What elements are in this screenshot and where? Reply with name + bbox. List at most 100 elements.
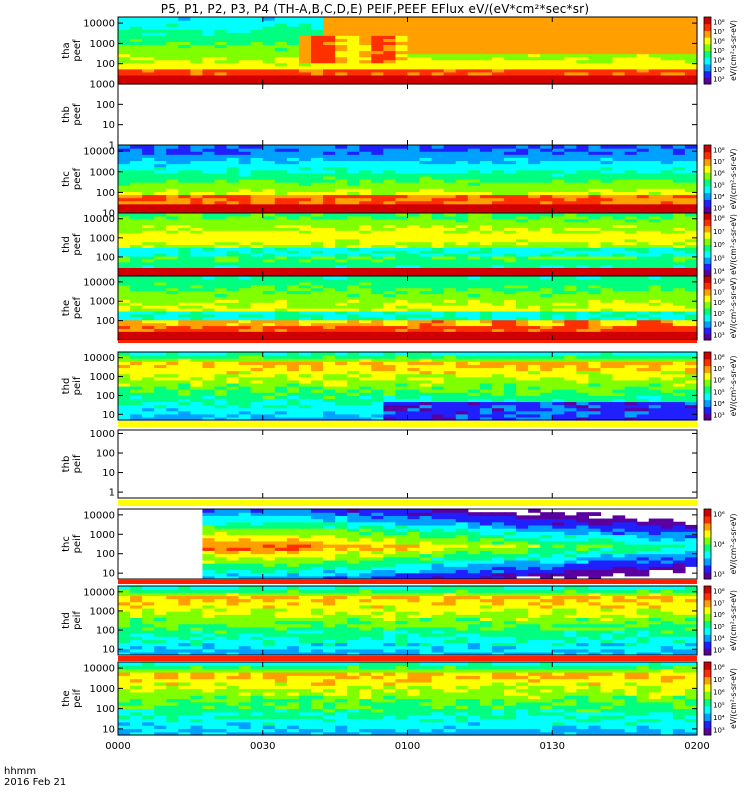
spectrogram-cell bbox=[684, 68, 698, 73]
spectrogram-cell bbox=[588, 62, 602, 67]
spectrogram-cell bbox=[371, 53, 384, 58]
spectrogram-cell bbox=[359, 47, 372, 52]
spectrogram-cell bbox=[467, 287, 481, 292]
spectrogram-cell bbox=[504, 56, 517, 61]
spectrogram-cell bbox=[202, 185, 216, 189]
spectrogram-cell bbox=[479, 53, 493, 58]
spectrogram-cell bbox=[564, 238, 577, 243]
spectrogram-cell bbox=[154, 278, 167, 283]
spectrogram-cell bbox=[684, 148, 698, 152]
spectrogram-cell bbox=[371, 273, 384, 277]
spectrogram-cell bbox=[672, 293, 686, 297]
spectrogram-cell bbox=[467, 261, 481, 266]
spectrogram-cell bbox=[202, 270, 216, 274]
spectrogram-cell bbox=[672, 281, 686, 286]
spectrogram-cell bbox=[419, 238, 433, 243]
spectrogram-cell bbox=[624, 68, 638, 73]
spectrogram-cell bbox=[479, 276, 493, 280]
spectrogram-cell bbox=[250, 290, 264, 295]
spectrogram-cell bbox=[660, 157, 674, 162]
spectrogram-cell bbox=[528, 290, 541, 295]
spectrogram-cell bbox=[262, 386, 276, 390]
spectrogram-cell bbox=[286, 151, 300, 155]
spectrogram-cell bbox=[371, 188, 384, 192]
spectrogram-cell bbox=[636, 308, 650, 312]
spectrogram-cell bbox=[479, 233, 493, 237]
spectrogram-cell bbox=[238, 413, 252, 418]
colorbar-swatch bbox=[704, 154, 711, 157]
spectrogram-cell bbox=[636, 322, 650, 327]
spectrogram-cell bbox=[516, 154, 529, 158]
spectrogram-cell bbox=[564, 32, 577, 36]
spectrogram-cell bbox=[407, 166, 421, 171]
spectrogram-cell bbox=[250, 382, 264, 387]
spectrogram-cell bbox=[431, 71, 445, 76]
spectrogram-cell bbox=[648, 221, 662, 226]
spectrogram-cell bbox=[612, 56, 626, 61]
spectrogram-cell bbox=[202, 20, 216, 24]
spectrogram-cell bbox=[419, 53, 433, 58]
spectrogram-cell bbox=[311, 235, 324, 240]
spectrogram-cell bbox=[600, 38, 614, 42]
spectrogram-cell bbox=[311, 38, 324, 42]
spectrogram-cell bbox=[455, 68, 469, 73]
y-tick-label: 10000 bbox=[83, 277, 115, 288]
spectrogram-cell bbox=[118, 23, 131, 27]
spectrogram-cell bbox=[684, 206, 698, 211]
spectrogram-cell bbox=[166, 233, 179, 237]
spectrogram-cell bbox=[588, 284, 602, 289]
spectrogram-cell bbox=[516, 224, 529, 228]
spectrogram-cell bbox=[323, 358, 336, 362]
spectrogram-cell bbox=[467, 65, 481, 70]
spectrogram-cell bbox=[672, 154, 686, 158]
spectrogram-cell bbox=[298, 17, 312, 21]
spectrogram-cell bbox=[359, 389, 372, 393]
spectrogram-cell bbox=[178, 379, 191, 384]
spectrogram-cell bbox=[130, 17, 143, 21]
spectrogram-cell bbox=[274, 213, 288, 217]
spectrogram-cell bbox=[238, 221, 252, 226]
spectrogram-cell bbox=[395, 169, 409, 174]
spectrogram-cell bbox=[274, 376, 288, 381]
spectrogram-cell bbox=[178, 38, 191, 42]
spectrogram-cell bbox=[142, 313, 155, 318]
spectrogram-cell bbox=[238, 395, 252, 399]
spectrogram-cell bbox=[142, 200, 155, 205]
spectrogram-cell bbox=[250, 59, 264, 64]
spectrogram-cell bbox=[612, 238, 626, 243]
spectrogram-cell bbox=[371, 17, 384, 21]
spectrogram-cell bbox=[262, 355, 276, 359]
spectrogram-cell bbox=[226, 47, 240, 52]
spectrogram-cell bbox=[540, 331, 553, 335]
spectrogram-cell bbox=[142, 80, 155, 85]
spectrogram-cell bbox=[371, 395, 384, 399]
spectrogram-cell bbox=[202, 203, 216, 208]
colorbar-swatch bbox=[704, 271, 711, 275]
spectrogram-cell bbox=[624, 32, 638, 36]
spectrogram-cell bbox=[443, 188, 457, 192]
spectrogram-cell bbox=[516, 334, 529, 338]
spectrogram-cell bbox=[226, 230, 240, 234]
spectrogram-cell bbox=[383, 287, 397, 292]
spectrogram-cell bbox=[298, 215, 312, 220]
spectrogram-cell bbox=[202, 325, 216, 329]
spectrogram-cell bbox=[202, 182, 216, 186]
spectrogram-cell bbox=[262, 23, 276, 27]
spectrogram-cell bbox=[479, 296, 493, 300]
spectrogram-cell bbox=[226, 35, 240, 39]
spectrogram-cell bbox=[274, 44, 288, 49]
spectrogram-cell bbox=[443, 290, 457, 295]
spectrogram-cell bbox=[250, 194, 264, 199]
spectrogram-cell bbox=[214, 276, 228, 280]
spectrogram-cell bbox=[226, 154, 240, 158]
spectrogram-cell bbox=[504, 224, 517, 228]
spectrogram-cell bbox=[298, 316, 312, 321]
spectrogram-cell bbox=[311, 169, 324, 174]
spectrogram-cell bbox=[624, 17, 638, 21]
spectrogram-cell bbox=[118, 32, 131, 36]
spectrogram-cell bbox=[564, 172, 577, 177]
spectrogram-cell bbox=[359, 56, 372, 61]
spectrogram-cell bbox=[286, 364, 300, 369]
spectrogram-cell bbox=[118, 44, 131, 49]
spectrogram-cell bbox=[250, 407, 264, 412]
